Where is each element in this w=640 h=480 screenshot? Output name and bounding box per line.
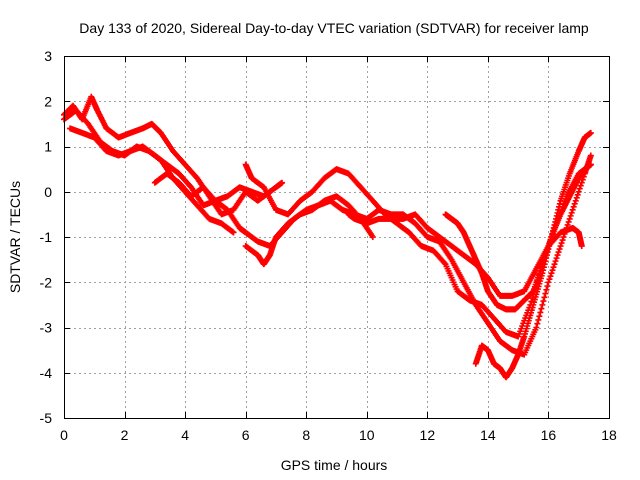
y-tick-label: -1: [40, 229, 53, 245]
data-layer: [61, 93, 594, 381]
data-point-marker: [556, 246, 563, 253]
x-tick-label: 0: [60, 427, 68, 443]
y-tick-label: -4: [40, 365, 53, 381]
data-point-marker: [578, 179, 585, 186]
data-point-marker: [568, 209, 575, 216]
data-point-marker: [572, 197, 579, 204]
satellite-track-f: [242, 193, 376, 268]
data-point-marker: [577, 182, 584, 189]
x-tick-label: 12: [420, 427, 436, 443]
x-tick-label: 18: [601, 427, 617, 443]
chart-title: Day 133 of 2020, Sidereal Day-to-day VTE…: [79, 20, 589, 36]
y-tick-label: 1: [44, 139, 52, 155]
data-point-marker: [587, 129, 594, 136]
y-tick-label: 3: [44, 48, 52, 64]
y-tick-label: 0: [44, 184, 52, 200]
data-point-marker: [569, 206, 576, 213]
data-point-marker: [537, 309, 544, 316]
x-tick-label: 8: [302, 427, 310, 443]
x-tick-label: 4: [181, 427, 189, 443]
data-point-marker: [560, 234, 567, 240]
x-axis-label: GPS time / hours: [281, 457, 388, 473]
data-point-marker: [544, 283, 551, 290]
data-point-marker: [538, 305, 545, 312]
data-point-marker: [575, 188, 582, 195]
data-point-marker: [369, 234, 376, 240]
data-point-marker: [534, 320, 541, 327]
data-point-marker: [540, 298, 547, 305]
data-point-marker: [533, 324, 540, 331]
data-point-marker: [230, 229, 237, 236]
data-point-marker: [539, 301, 546, 308]
data-point-marker: [550, 264, 557, 271]
data-point-marker: [571, 200, 578, 207]
data-point-marker: [552, 258, 559, 265]
satellite-track-i: [472, 129, 594, 381]
data-point-marker: [567, 212, 574, 219]
data-point-marker: [555, 249, 562, 256]
data-point-marker: [536, 313, 543, 320]
x-tick-label: 14: [480, 427, 496, 443]
data-point-marker: [535, 316, 542, 323]
x-tick-label: 16: [541, 427, 557, 443]
data-point-marker: [551, 261, 558, 268]
data-point-marker: [549, 267, 556, 274]
data-point-marker: [547, 273, 554, 280]
data-point-marker: [574, 191, 581, 198]
data-point-marker: [573, 194, 580, 201]
data-point-marker: [554, 252, 561, 259]
data-point-marker: [542, 290, 549, 297]
y-tick-label: -3: [40, 320, 53, 336]
data-point-marker: [578, 243, 585, 250]
x-tick-label: 10: [359, 427, 375, 443]
x-tick-label: 6: [242, 427, 250, 443]
satellite-track-b: [61, 93, 273, 218]
grid: [64, 56, 609, 418]
data-point-marker: [559, 237, 566, 244]
x-tick-label: 2: [121, 427, 129, 443]
plot-frame: [64, 56, 610, 419]
y-tick-label: 2: [44, 93, 52, 109]
data-point-marker: [570, 203, 577, 210]
data-point-marker: [558, 240, 565, 247]
data-point-marker: [565, 218, 572, 225]
data-point-marker: [566, 215, 573, 222]
data-point-marker: [587, 161, 594, 168]
data-point-marker: [587, 152, 594, 159]
data-point-marker: [441, 260, 448, 267]
y-tick-label: -2: [40, 274, 53, 290]
data-point-marker: [548, 270, 555, 277]
data-point-marker: [553, 255, 560, 262]
data-point-marker: [576, 185, 583, 192]
data-point-marker: [557, 243, 564, 250]
data-point-marker: [279, 179, 285, 186]
data-point-marker: [543, 286, 550, 293]
data-point-marker: [541, 294, 548, 301]
data-point-marker: [546, 276, 553, 283]
y-tick-label: -5: [40, 410, 53, 426]
data-point-marker: [545, 279, 552, 286]
y-axis-label: SDTVAR / TECUs: [7, 181, 23, 293]
